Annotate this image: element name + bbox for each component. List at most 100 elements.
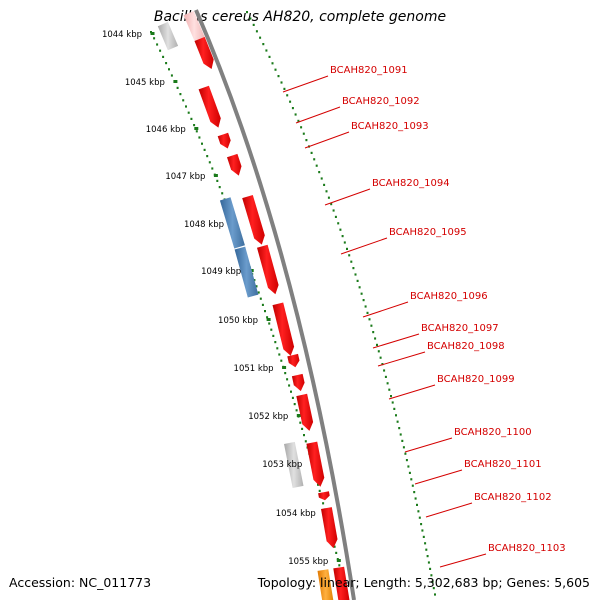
gene-label[interactable]: BCAH820_1093 bbox=[351, 121, 429, 132]
genome-summary-text: Topology: linear; Length: 5,302,683 bp; … bbox=[257, 575, 590, 590]
gene-label[interactable]: BCAH820_1101 bbox=[464, 459, 542, 470]
outer-dot bbox=[401, 439, 404, 442]
gene-arrow[interactable] bbox=[333, 566, 350, 600]
outer-dot bbox=[410, 478, 413, 481]
outer-dot bbox=[393, 407, 396, 410]
outer-dot bbox=[320, 177, 323, 180]
outer-dot bbox=[429, 567, 432, 570]
gene-arrow[interactable] bbox=[291, 373, 305, 392]
scale-dot bbox=[286, 378, 289, 381]
gene-arrow[interactable] bbox=[194, 36, 214, 69]
scale-tick bbox=[336, 559, 341, 562]
gene-label[interactable]: BCAH820_1091 bbox=[330, 65, 408, 76]
outer-dot bbox=[360, 292, 363, 295]
scale-dot bbox=[317, 483, 319, 486]
scale-dot bbox=[304, 440, 307, 443]
outer-dot bbox=[327, 196, 330, 199]
gene-label[interactable]: BCAH820_1097 bbox=[421, 323, 499, 334]
gene-arrow[interactable] bbox=[234, 246, 259, 298]
outer-dot bbox=[339, 228, 342, 231]
scale-dot bbox=[165, 62, 168, 65]
scale-dot bbox=[159, 49, 162, 52]
gene-arrow[interactable] bbox=[219, 197, 245, 249]
gene-arrow[interactable] bbox=[242, 195, 265, 245]
outer-dot bbox=[430, 574, 433, 577]
outer-dot bbox=[386, 382, 389, 385]
gene-label[interactable]: BCAH820_1099 bbox=[437, 374, 515, 385]
outer-dot bbox=[383, 369, 386, 372]
gene-label[interactable]: BCAH820_1095 bbox=[389, 227, 467, 238]
outer-dot bbox=[399, 433, 402, 436]
outer-dot bbox=[388, 388, 391, 391]
scale-label: 1054 kbp bbox=[276, 509, 316, 519]
outer-dot bbox=[398, 427, 401, 430]
gene-label[interactable]: BCAH820_1102 bbox=[474, 492, 552, 503]
outer-dot bbox=[274, 68, 277, 71]
scale-dot bbox=[270, 328, 273, 331]
gene-label[interactable]: BCAH820_1096 bbox=[410, 291, 488, 302]
scale-track bbox=[150, 31, 349, 598]
outer-dot bbox=[377, 350, 380, 353]
outer-dot bbox=[413, 491, 416, 494]
scale-tick bbox=[296, 414, 301, 417]
scale-dot bbox=[288, 384, 291, 387]
scale-dot bbox=[295, 409, 298, 412]
scale-dot bbox=[335, 551, 338, 554]
scale-dot bbox=[201, 142, 203, 145]
gene-label[interactable]: BCAH820_1094 bbox=[372, 178, 450, 189]
leader-line bbox=[425, 502, 473, 518]
scale-dot bbox=[193, 124, 196, 127]
outer-dot bbox=[341, 235, 344, 238]
leader-line bbox=[295, 106, 341, 124]
outer-dot bbox=[404, 452, 407, 455]
outer-dot bbox=[294, 113, 297, 116]
scale-dot bbox=[290, 390, 292, 393]
scale-dot bbox=[208, 161, 211, 164]
outer-dot bbox=[420, 523, 423, 526]
gene-arrow[interactable] bbox=[272, 302, 295, 356]
scale-dot bbox=[274, 341, 277, 344]
outer-dot bbox=[396, 420, 399, 423]
scale-dot bbox=[284, 372, 287, 375]
outer-dot bbox=[384, 375, 387, 378]
gene-label[interactable]: BCAH820_1092 bbox=[342, 96, 420, 107]
outer-dot bbox=[252, 23, 255, 26]
gene-arrow[interactable] bbox=[183, 11, 205, 42]
gene-label[interactable]: BCAH820_1098 bbox=[427, 341, 505, 352]
gene-arrow[interactable] bbox=[227, 153, 242, 176]
gene-label[interactable]: BCAH820_1103 bbox=[488, 543, 566, 554]
scale-dot bbox=[299, 421, 302, 424]
outer-dot bbox=[313, 158, 316, 161]
scale-label: 1052 kbp bbox=[248, 412, 288, 422]
leader-line bbox=[439, 553, 487, 568]
scale-label: 1053 kbp bbox=[262, 460, 302, 470]
gene-arrow[interactable] bbox=[306, 441, 325, 487]
outer-dot bbox=[325, 190, 328, 193]
gene-arrow[interactable] bbox=[217, 132, 231, 149]
outer-dot bbox=[249, 17, 252, 20]
outer-dot bbox=[305, 139, 308, 142]
gene-arrow[interactable] bbox=[321, 507, 338, 549]
outer-dot bbox=[418, 516, 421, 519]
gene-arrow[interactable] bbox=[287, 353, 300, 368]
gene-arrow[interactable] bbox=[257, 244, 279, 295]
outer-dot bbox=[370, 324, 373, 327]
gene-arrow[interactable] bbox=[317, 569, 334, 600]
leader-line bbox=[414, 469, 463, 485]
gene-arrow[interactable] bbox=[284, 441, 304, 488]
outer-dot bbox=[395, 414, 397, 417]
scale-tick bbox=[173, 80, 178, 83]
scale-dot bbox=[198, 136, 201, 139]
leader-line bbox=[340, 237, 388, 255]
scale-dot bbox=[278, 353, 281, 356]
scale-tick bbox=[194, 127, 199, 130]
gene-arrow[interactable] bbox=[198, 85, 221, 128]
gene-label[interactable]: BCAH820_1100 bbox=[454, 427, 532, 438]
gene-arrow[interactable] bbox=[318, 491, 330, 501]
label-leader-lines bbox=[282, 75, 487, 568]
scale-label: 1050 kbp bbox=[218, 316, 258, 326]
gene-arrow[interactable] bbox=[296, 393, 314, 431]
gene-arrow[interactable] bbox=[157, 21, 179, 51]
outer-dot bbox=[302, 132, 305, 135]
